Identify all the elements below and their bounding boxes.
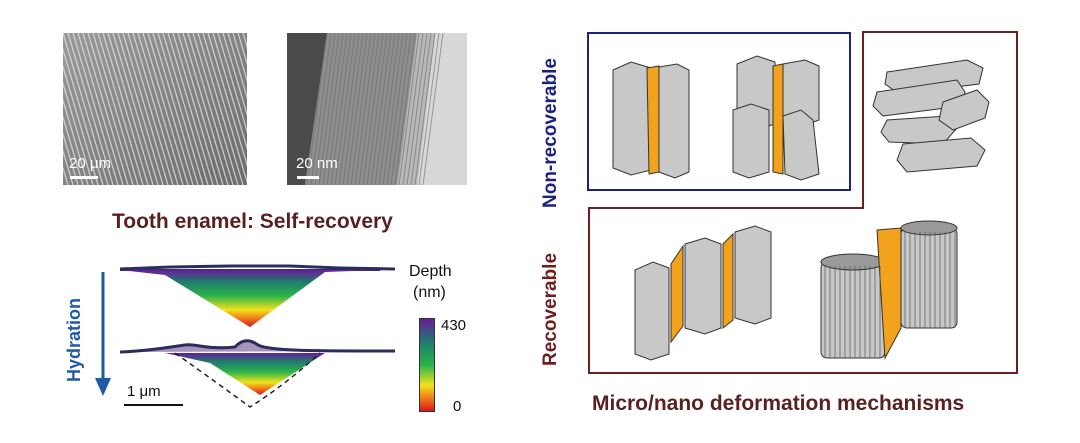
- colorbar-min-label: 0: [453, 398, 462, 415]
- afm-scale-label: 1 μm: [127, 383, 161, 400]
- non-recoverable-box: [587, 32, 851, 191]
- hydration-arrow-icon: [95, 272, 111, 396]
- recoverable-label: Recoverable: [540, 252, 561, 366]
- depth-colorbar: [419, 318, 435, 412]
- scale-label-1: 20 μm: [69, 155, 111, 172]
- tem-micrograph-enamel: 20 nm: [287, 33, 467, 185]
- colorbar-title-unit: (nm): [413, 284, 446, 301]
- deformation-mechanism-crystals: [612, 55, 990, 361]
- afm-indent-profiles: [119, 264, 396, 408]
- self-recovery-title: Tooth enamel: Self-recovery: [112, 210, 393, 233]
- deformation-caption: Micro/nano deformation mechanisms: [592, 392, 965, 415]
- recoverable-frame: [588, 31, 1018, 374]
- scale-label-2: 20 nm: [296, 155, 338, 172]
- scale-bar-1: [70, 176, 98, 179]
- non-recoverable-label: Non-recoverable: [540, 58, 561, 208]
- hydration-label: Hydration: [64, 297, 84, 382]
- colorbar-title-depth: Depth: [409, 263, 452, 280]
- colorbar-max-label: 430: [441, 317, 467, 334]
- scale-bar-2: [297, 176, 319, 179]
- sem-micrograph-enamel: 20 μm: [63, 33, 247, 185]
